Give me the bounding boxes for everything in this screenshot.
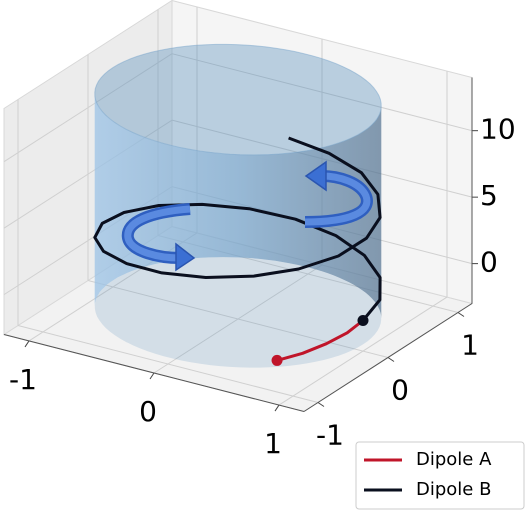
legend-label: Dipole A xyxy=(416,449,492,470)
x-tick-label: -1 xyxy=(9,363,37,396)
grid-line xyxy=(171,53,473,132)
y-tick-mark xyxy=(317,402,325,407)
rotation-arrows xyxy=(121,160,373,272)
x-tick-label: 1 xyxy=(264,427,282,460)
cylinder-bottom xyxy=(94,257,382,368)
line xyxy=(276,319,364,362)
x-tick-mark xyxy=(274,404,280,412)
grid-line xyxy=(17,325,319,403)
x-tick-mark xyxy=(149,372,155,380)
cylinder-side xyxy=(94,93,382,319)
start-marker xyxy=(271,354,283,366)
arrow-right-head xyxy=(304,160,327,192)
y-tick-label: -1 xyxy=(316,419,344,452)
lines xyxy=(93,136,382,366)
y-tick-mark xyxy=(387,357,395,362)
grid-line xyxy=(87,280,389,358)
grid-line xyxy=(3,53,173,163)
arrow-left-head xyxy=(175,242,196,272)
arrow-right-inner xyxy=(304,172,371,226)
y-tick-label: 1 xyxy=(461,329,479,362)
z-tick-label: 5 xyxy=(480,179,498,212)
line xyxy=(93,136,382,322)
axis-line xyxy=(3,334,305,412)
axis-line xyxy=(303,303,473,412)
legend: Dipole A Dipole B xyxy=(355,441,525,510)
x-tick-label: 0 xyxy=(139,395,157,428)
y-tick-mark xyxy=(457,312,465,317)
legend-label: Dipole B xyxy=(416,479,491,500)
y-tick-label: 0 xyxy=(391,374,409,407)
start-marker xyxy=(357,315,369,327)
surface xyxy=(94,43,382,368)
arrow-left-inner xyxy=(124,205,191,262)
cylinder-top xyxy=(94,43,382,156)
x-tick-mark xyxy=(24,340,30,348)
z-tick-label: 0 xyxy=(480,246,498,279)
z-tick-label: 10 xyxy=(480,113,516,146)
